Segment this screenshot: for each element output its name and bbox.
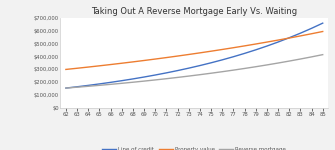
Property value (243, 45, 247, 47)
Property value (265, 41, 269, 43)
Reverse mortgage (109, 83, 113, 85)
Reverse mortgage (142, 80, 146, 82)
Reverse mortgage (298, 58, 303, 60)
Line: Property value: Property value (66, 32, 323, 69)
Property value (310, 33, 314, 35)
Line of credit (321, 22, 325, 24)
Line of credit (198, 65, 202, 66)
Reverse mortgage (265, 64, 269, 66)
Line of credit (265, 45, 269, 47)
Line of credit (64, 87, 68, 89)
Property value (298, 35, 303, 37)
Line of credit (86, 84, 90, 86)
Property value (231, 47, 236, 49)
Property value (287, 37, 291, 39)
Reverse mortgage (243, 68, 247, 69)
Line: Reverse mortgage: Reverse mortgage (66, 55, 323, 88)
Line of credit (310, 27, 314, 29)
Property value (198, 52, 202, 54)
Reverse mortgage (64, 87, 68, 89)
Reverse mortgage (120, 82, 124, 84)
Reverse mortgage (321, 54, 325, 56)
Reverse mortgage (187, 75, 191, 77)
Line of credit (164, 72, 169, 74)
Line of credit (287, 37, 291, 39)
Reverse mortgage (198, 74, 202, 76)
Line of credit (142, 76, 146, 78)
Legend: Line of credit, Property value, Reverse mortgage: Line of credit, Property value, Reverse … (100, 145, 288, 150)
Property value (109, 64, 113, 65)
Reverse mortgage (276, 62, 280, 64)
Line of credit (176, 70, 180, 72)
Property value (131, 61, 135, 63)
Reverse mortgage (231, 69, 236, 71)
Property value (97, 65, 102, 67)
Reverse mortgage (209, 72, 213, 74)
Line of credit (209, 62, 213, 64)
Reverse mortgage (287, 60, 291, 62)
Line of credit (231, 56, 236, 58)
Line of credit (120, 80, 124, 82)
Reverse mortgage (176, 76, 180, 78)
Property value (75, 67, 79, 69)
Property value (164, 57, 169, 59)
Property value (321, 31, 325, 32)
Property value (176, 55, 180, 57)
Reverse mortgage (86, 85, 90, 87)
Line of credit (276, 41, 280, 43)
Property value (142, 60, 146, 61)
Line of credit (298, 32, 303, 34)
Reverse mortgage (310, 56, 314, 58)
Property value (120, 62, 124, 64)
Line of credit (187, 67, 191, 69)
Reverse mortgage (220, 71, 224, 73)
Property value (64, 69, 68, 70)
Line: Line of credit: Line of credit (66, 23, 323, 88)
Line of credit (109, 81, 113, 83)
Property value (153, 58, 157, 60)
Reverse mortgage (153, 79, 157, 81)
Reverse mortgage (164, 78, 169, 80)
Line of credit (220, 59, 224, 61)
Reverse mortgage (75, 86, 79, 88)
Property value (220, 49, 224, 50)
Property value (86, 66, 90, 68)
Property value (276, 39, 280, 41)
Reverse mortgage (254, 66, 258, 68)
Line of credit (254, 49, 258, 51)
Property value (187, 54, 191, 55)
Property value (254, 43, 258, 45)
Line of credit (75, 86, 79, 88)
Reverse mortgage (131, 81, 135, 83)
Reverse mortgage (97, 84, 102, 86)
Property value (209, 50, 213, 52)
Line of credit (243, 52, 247, 54)
Title: Taking Out A Reverse Mortgage Early Vs. Waiting: Taking Out A Reverse Mortgage Early Vs. … (91, 7, 297, 16)
Line of credit (153, 74, 157, 76)
Line of credit (131, 78, 135, 80)
Line of credit (97, 83, 102, 85)
